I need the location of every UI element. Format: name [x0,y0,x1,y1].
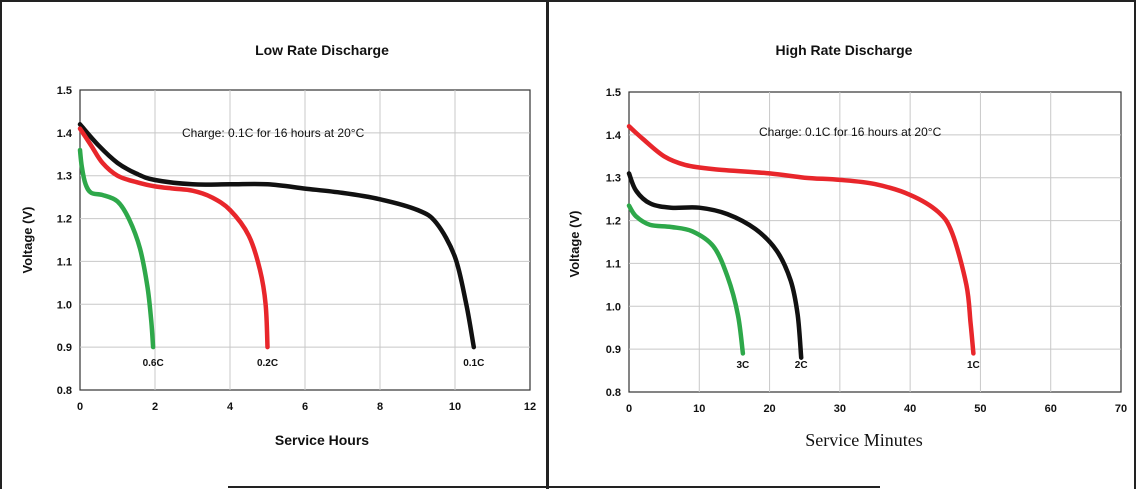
y-tick-label: 1.4 [57,128,73,140]
y-tick-label: 0.9 [606,344,621,356]
x-tick-label: 10 [449,401,461,413]
x-tick-label: 40 [904,403,916,415]
x-axis-label: Service Hours [275,432,369,448]
series-line-0-2C-0 [77,126,270,350]
x-tick-label: 50 [974,403,986,415]
y-tick-label: 1.2 [57,214,72,226]
x-tick-label: 60 [1045,403,1057,415]
x-tick-label: 20 [763,403,775,415]
y-axis-label: Voltage (V) [20,207,35,274]
x-tick-label: 6 [302,401,308,413]
series-line-0-6C-0 [77,147,156,350]
charge-annotation: Charge: 0.1C for 16 hours at 20°C [182,126,365,140]
x-tick-label: 0 [626,403,632,415]
y-axis-label: Voltage (V) [567,211,582,278]
x-tick-label: 12 [524,401,536,413]
y-tick-label: 1.1 [57,256,72,268]
y-tick-label: 1.3 [57,171,72,183]
y-tick-label: 1.4 [606,130,622,142]
series-line-1C-1 [626,124,976,356]
x-tick-label: 10 [693,403,705,415]
y-tick-label: 0.8 [57,385,72,397]
x-axis-label: Service Minutes [805,430,922,450]
y-tick-label: 1.2 [606,216,621,228]
series-line-2C-1 [626,171,804,360]
x-tick-label: 4 [227,401,234,413]
series-label: 3C [736,360,749,371]
y-tick-label: 1.1 [606,258,621,270]
y-tick-label: 1.0 [606,301,621,313]
series-label: 0.6C [143,358,164,369]
x-tick-label: 70 [1115,403,1127,415]
x-tick-label: 8 [377,401,383,413]
high-rate-discharge-panel: 0 10 20 30 40 50 60 70 0.8 0.9 1.0 1.1 1.2 1.3 1.4 1.5 H… [546,0,1136,489]
y-tick-label: 1.5 [606,87,621,99]
bottom-divider [228,486,880,488]
y-tick-label: 0.8 [606,387,621,399]
high-rate-discharge-chart: 0 10 20 30 40 50 60 70 0.8 0.9 1.0 1.1 1.2 1.3 1.4 1.5 H… [567,42,1127,450]
y-tick-label: 0.9 [57,342,72,354]
series-label: 2C [795,360,808,371]
low-rate-discharge-panel: 0 2 4 6 8 10 12 0.8 0.9 1.0 1.1 1.2 1.3 1.4 1.5 Low Rat… [0,0,548,489]
y-tick-label: 1.3 [606,173,621,185]
series-label: 0.2C [257,358,278,369]
series-line-0-1C-0 [77,122,477,350]
series-label: 0.1C [463,358,484,369]
y-tick-label: 1.0 [57,299,72,311]
x-tick-label: 2 [152,401,158,413]
x-tick-label: 30 [834,403,846,415]
low-rate-discharge-chart: 0 2 4 6 8 10 12 0.8 0.9 1.0 1.1 1.2 1.3 1.4 1.5 Low Rat… [20,42,536,448]
x-tick-label: 0 [77,401,83,413]
chart-title: High Rate Discharge [776,42,913,58]
charge-annotation: Charge: 0.1C for 16 hours at 20°C [759,125,942,139]
series-label: 1C [967,360,980,371]
chart-title: Low Rate Discharge [255,42,389,58]
y-tick-label: 1.5 [57,85,72,97]
series-line-3C-1 [626,203,746,356]
